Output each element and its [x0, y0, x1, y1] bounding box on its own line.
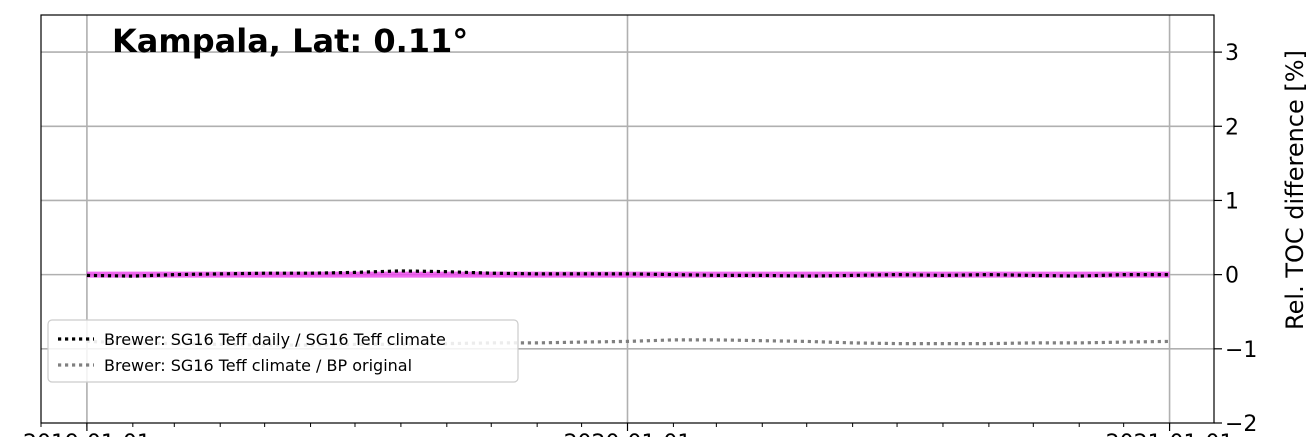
x-tick-label: 2020-01-01 — [564, 431, 692, 437]
legend-box — [47, 319, 519, 383]
series-line-0 — [86, 269, 1170, 278]
legend-entry: Brewer: SG16 Teff climate / BP original — [104, 356, 412, 375]
x-tick-label: 2021-01-01 — [1106, 431, 1234, 437]
y-tick-label: −2 — [1225, 412, 1257, 437]
y-tick-label: −1 — [1225, 338, 1257, 363]
chart-title: Kampala, Lat: 0.11° — [112, 22, 468, 60]
x-tick-label: 2019-01-01 — [23, 431, 151, 437]
y-tick-label: 1 — [1225, 189, 1239, 214]
y-tick-label: 0 — [1225, 264, 1239, 289]
x-axis: 2019-01-01 2020-01-01 2021-01-01 — [23, 423, 1234, 437]
y-tick-label: 3 — [1225, 41, 1239, 66]
y-tick-label: 2 — [1225, 115, 1239, 140]
legend: Brewer: SG16 Teff daily / SG16 Teff clim… — [47, 319, 519, 383]
y-axis: 3 2 1 0 −1 −2 — [1214, 41, 1257, 437]
legend-entry: Brewer: SG16 Teff daily / SG16 Teff clim… — [104, 330, 446, 349]
y-axis-label: Rel. TOC difference [%] — [1281, 50, 1309, 330]
x-minor-ticks — [40, 423, 1171, 427]
